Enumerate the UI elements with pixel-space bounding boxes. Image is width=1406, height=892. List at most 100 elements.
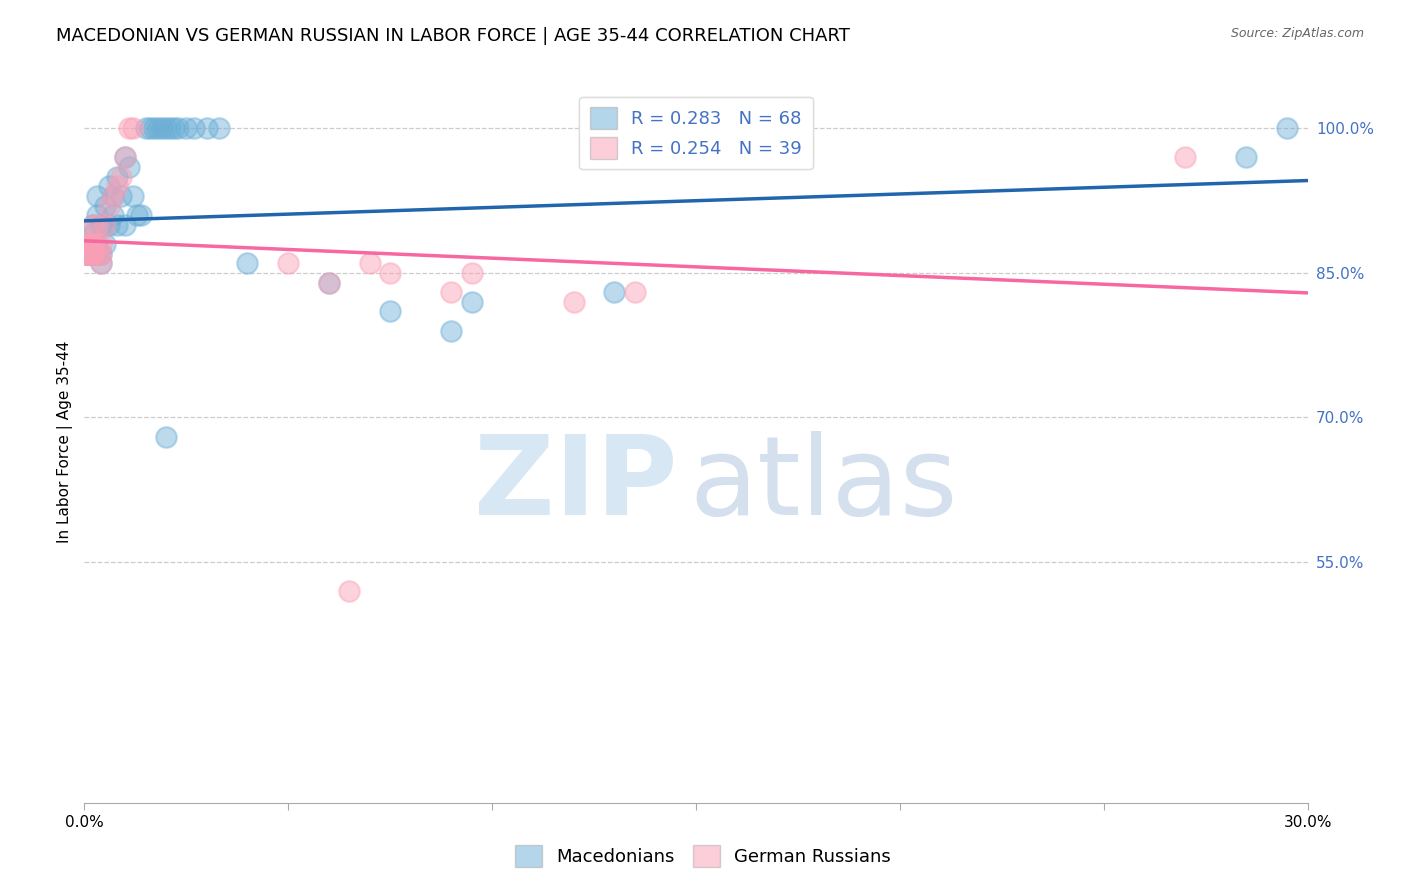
Point xyxy=(101,189,124,203)
Point xyxy=(97,218,120,232)
Point xyxy=(93,198,115,212)
Point xyxy=(339,583,361,598)
Point xyxy=(77,246,100,260)
Point xyxy=(90,218,112,232)
Point xyxy=(77,237,100,252)
Point xyxy=(77,246,100,260)
Point xyxy=(105,179,128,194)
Point xyxy=(82,237,104,252)
Point xyxy=(77,246,100,260)
Point xyxy=(208,121,231,136)
Point xyxy=(86,218,108,232)
Point xyxy=(461,266,484,280)
Point xyxy=(77,237,100,252)
Point xyxy=(77,237,100,252)
Point xyxy=(167,121,190,136)
Point xyxy=(77,246,100,260)
Point xyxy=(86,237,108,252)
Point xyxy=(86,208,108,222)
Point xyxy=(77,237,100,252)
Point xyxy=(114,218,136,232)
Point xyxy=(105,169,128,184)
Point xyxy=(236,256,259,270)
Point xyxy=(159,121,181,136)
Point xyxy=(90,256,112,270)
Point xyxy=(77,246,100,260)
Point xyxy=(122,121,145,136)
Point xyxy=(131,208,153,222)
Point xyxy=(97,198,120,212)
Legend: Macedonians, German Russians: Macedonians, German Russians xyxy=(508,838,898,874)
Point xyxy=(1236,150,1258,164)
Point xyxy=(135,121,157,136)
Point xyxy=(82,246,104,260)
Point xyxy=(146,121,169,136)
Point xyxy=(174,121,197,136)
Text: Source: ZipAtlas.com: Source: ZipAtlas.com xyxy=(1230,27,1364,40)
Point xyxy=(77,246,100,260)
Point xyxy=(77,237,100,252)
Point xyxy=(380,304,402,318)
Point xyxy=(90,237,112,252)
Point xyxy=(77,237,100,252)
Point xyxy=(461,294,484,309)
Legend: R = 0.283   N = 68, R = 0.254   N = 39: R = 0.283 N = 68, R = 0.254 N = 39 xyxy=(579,96,813,169)
Point xyxy=(77,237,100,252)
Point xyxy=(318,276,340,290)
Point xyxy=(101,189,124,203)
Point xyxy=(118,160,141,174)
Point xyxy=(127,208,149,222)
Point xyxy=(86,246,108,260)
Point xyxy=(77,237,100,252)
Point xyxy=(77,237,100,252)
Point xyxy=(114,150,136,164)
Point xyxy=(77,237,100,252)
Point xyxy=(82,218,104,232)
Point xyxy=(183,121,205,136)
Point xyxy=(110,189,132,203)
Point xyxy=(86,237,108,252)
Point xyxy=(380,266,402,280)
Point xyxy=(1277,121,1299,136)
Point xyxy=(77,246,100,260)
Point xyxy=(82,246,104,260)
Point xyxy=(155,430,177,444)
Text: atlas: atlas xyxy=(690,432,959,539)
Point xyxy=(110,169,132,184)
Point xyxy=(138,121,160,136)
Point xyxy=(90,246,112,260)
Point xyxy=(77,237,100,252)
Point xyxy=(90,246,112,260)
Point xyxy=(82,227,104,242)
Point xyxy=(77,246,100,260)
Point xyxy=(624,285,647,300)
Point xyxy=(97,179,120,194)
Point xyxy=(82,246,104,260)
Point xyxy=(77,237,100,252)
Point xyxy=(277,256,299,270)
Point xyxy=(195,121,218,136)
Point xyxy=(86,189,108,203)
Point xyxy=(82,237,104,252)
Point xyxy=(82,246,104,260)
Point xyxy=(77,246,100,260)
Point xyxy=(82,218,104,232)
Point xyxy=(82,246,104,260)
Point xyxy=(93,218,115,232)
Point xyxy=(155,121,177,136)
Point xyxy=(77,237,100,252)
Point xyxy=(603,285,626,300)
Point xyxy=(82,237,104,252)
Point xyxy=(77,246,100,260)
Point xyxy=(163,121,186,136)
Point xyxy=(77,237,100,252)
Point xyxy=(77,246,100,260)
Point xyxy=(318,276,340,290)
Point xyxy=(82,246,104,260)
Point xyxy=(440,324,463,338)
Point xyxy=(114,150,136,164)
Point xyxy=(77,237,100,252)
Text: MACEDONIAN VS GERMAN RUSSIAN IN LABOR FORCE | AGE 35-44 CORRELATION CHART: MACEDONIAN VS GERMAN RUSSIAN IN LABOR FO… xyxy=(56,27,851,45)
Point xyxy=(77,246,100,260)
Point xyxy=(562,294,585,309)
